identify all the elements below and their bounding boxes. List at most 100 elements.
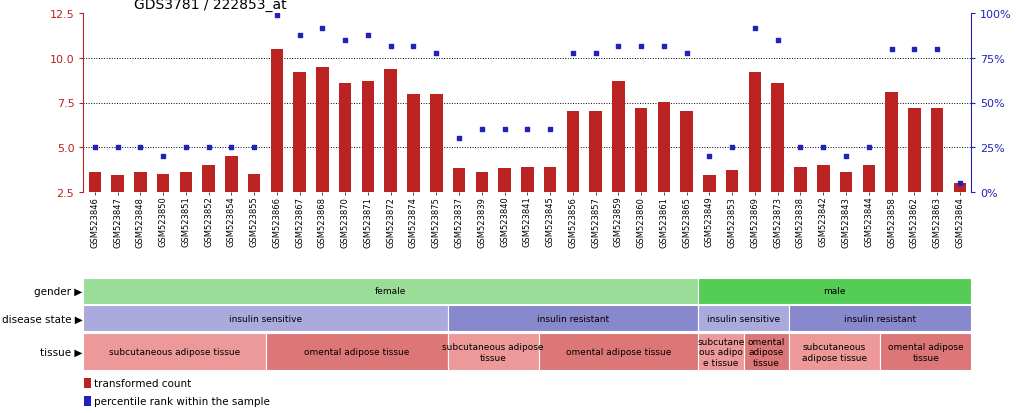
- Point: [542, 126, 558, 133]
- Point: [884, 47, 900, 53]
- Point: [838, 153, 854, 160]
- Text: omental
adipose
tissue: omental adipose tissue: [747, 337, 785, 367]
- Point: [132, 144, 148, 151]
- Bar: [447, 306, 698, 332]
- Point: [268, 13, 285, 19]
- Point: [520, 126, 536, 133]
- Text: omental adipose tissue: omental adipose tissue: [565, 348, 671, 356]
- Bar: [83, 334, 265, 370]
- Bar: [339, 84, 352, 192]
- Point: [86, 144, 103, 151]
- Bar: [658, 103, 670, 192]
- Bar: [698, 334, 743, 370]
- Bar: [498, 169, 511, 192]
- Bar: [84, 378, 92, 388]
- Bar: [225, 157, 238, 192]
- Bar: [521, 167, 534, 192]
- Bar: [447, 334, 539, 370]
- Bar: [931, 109, 944, 192]
- Text: insulin sensitive: insulin sensitive: [229, 314, 302, 323]
- Bar: [954, 183, 966, 192]
- Bar: [83, 306, 447, 332]
- Bar: [157, 174, 170, 192]
- Text: omental adipose tissue: omental adipose tissue: [304, 348, 409, 356]
- Point: [564, 50, 581, 57]
- Point: [474, 126, 490, 133]
- Point: [292, 33, 308, 39]
- Point: [360, 33, 376, 39]
- Text: transformed count: transformed count: [94, 378, 191, 388]
- Text: insulin resistant: insulin resistant: [844, 314, 916, 323]
- Text: GDS3781 / 222853_at: GDS3781 / 222853_at: [134, 0, 287, 12]
- Text: subcutaneous
adipose tissue: subcutaneous adipose tissue: [802, 342, 868, 362]
- Bar: [202, 165, 215, 192]
- Text: insulin resistant: insulin resistant: [537, 314, 609, 323]
- Text: gender ▶: gender ▶: [34, 286, 82, 296]
- Point: [816, 144, 832, 151]
- Bar: [544, 167, 556, 192]
- Bar: [880, 334, 971, 370]
- Bar: [885, 93, 898, 192]
- Bar: [111, 176, 124, 192]
- Point: [246, 144, 262, 151]
- Bar: [430, 94, 442, 192]
- Bar: [908, 109, 920, 192]
- Bar: [703, 176, 716, 192]
- Bar: [384, 69, 397, 192]
- Point: [496, 126, 513, 133]
- Text: disease state ▶: disease state ▶: [1, 313, 82, 324]
- Bar: [789, 306, 971, 332]
- Point: [110, 144, 126, 151]
- Bar: [862, 165, 875, 192]
- Point: [678, 50, 695, 57]
- Text: omental adipose
tissue: omental adipose tissue: [888, 342, 963, 362]
- Bar: [566, 112, 579, 192]
- Point: [610, 43, 626, 50]
- Point: [633, 43, 649, 50]
- Text: percentile rank within the sample: percentile rank within the sample: [94, 396, 270, 406]
- Bar: [362, 82, 374, 192]
- Point: [929, 47, 945, 53]
- Point: [746, 25, 763, 32]
- Point: [770, 38, 786, 44]
- Text: subcutaneous adipose tissue: subcutaneous adipose tissue: [109, 348, 240, 356]
- Bar: [680, 112, 693, 192]
- Point: [200, 144, 217, 151]
- Text: tissue ▶: tissue ▶: [40, 347, 82, 357]
- Point: [224, 144, 240, 151]
- Bar: [180, 173, 192, 192]
- Bar: [293, 73, 306, 192]
- Bar: [84, 396, 92, 406]
- Text: female: female: [375, 287, 407, 295]
- Point: [952, 180, 968, 186]
- Point: [314, 25, 331, 32]
- Point: [406, 43, 422, 50]
- Bar: [726, 171, 738, 192]
- Bar: [789, 334, 880, 370]
- Point: [792, 144, 809, 151]
- Bar: [316, 68, 328, 192]
- Point: [178, 144, 194, 151]
- Bar: [817, 165, 830, 192]
- Bar: [453, 169, 466, 192]
- Bar: [539, 334, 698, 370]
- Bar: [271, 50, 283, 192]
- Bar: [743, 334, 789, 370]
- Point: [860, 144, 877, 151]
- Bar: [698, 306, 789, 332]
- Bar: [83, 278, 698, 304]
- Text: male: male: [824, 287, 846, 295]
- Text: insulin sensitive: insulin sensitive: [707, 314, 780, 323]
- Point: [656, 43, 672, 50]
- Bar: [635, 109, 648, 192]
- Bar: [840, 173, 852, 192]
- Bar: [749, 73, 762, 192]
- Bar: [248, 174, 260, 192]
- Point: [428, 50, 444, 57]
- Text: subcutaneous adipose
tissue: subcutaneous adipose tissue: [442, 342, 544, 362]
- Bar: [407, 94, 420, 192]
- Point: [155, 153, 171, 160]
- Bar: [476, 173, 488, 192]
- Bar: [265, 334, 447, 370]
- Bar: [698, 278, 971, 304]
